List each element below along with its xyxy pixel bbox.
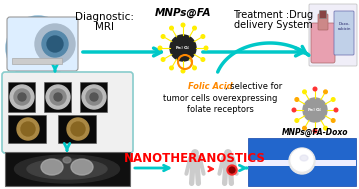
- Text: tumor cells overexpressing: tumor cells overexpressing: [163, 94, 277, 103]
- Circle shape: [324, 90, 327, 94]
- Circle shape: [334, 108, 338, 112]
- FancyBboxPatch shape: [44, 82, 71, 112]
- Ellipse shape: [41, 159, 63, 175]
- Text: Diagnostic:: Diagnostic:: [75, 12, 135, 22]
- Circle shape: [193, 66, 196, 70]
- Text: MRI: MRI: [95, 22, 115, 32]
- Circle shape: [295, 98, 299, 101]
- Circle shape: [289, 148, 315, 174]
- Circle shape: [192, 150, 198, 156]
- Text: Folic Acid: Folic Acid: [188, 82, 233, 91]
- Circle shape: [14, 89, 30, 105]
- Circle shape: [10, 85, 34, 109]
- FancyBboxPatch shape: [8, 115, 46, 143]
- FancyBboxPatch shape: [222, 155, 234, 168]
- FancyBboxPatch shape: [334, 11, 354, 55]
- FancyBboxPatch shape: [248, 160, 356, 166]
- FancyBboxPatch shape: [8, 82, 35, 112]
- Circle shape: [170, 35, 196, 61]
- Circle shape: [331, 119, 335, 122]
- Circle shape: [18, 93, 26, 101]
- FancyBboxPatch shape: [12, 58, 62, 64]
- Circle shape: [303, 126, 306, 130]
- FancyBboxPatch shape: [5, 152, 130, 186]
- Circle shape: [21, 122, 35, 136]
- Circle shape: [204, 46, 208, 50]
- Text: MNPs@FA: MNPs@FA: [155, 8, 211, 18]
- Text: NANOTHERANOSTICS: NANOTHERANOSTICS: [124, 152, 266, 165]
- Text: , selective for: , selective for: [225, 82, 282, 91]
- Circle shape: [303, 90, 306, 94]
- Circle shape: [181, 69, 185, 73]
- Circle shape: [193, 26, 196, 30]
- FancyBboxPatch shape: [2, 72, 133, 153]
- Circle shape: [35, 24, 75, 64]
- Text: folate receptors: folate receptors: [187, 105, 253, 114]
- FancyBboxPatch shape: [80, 82, 107, 112]
- Circle shape: [46, 85, 70, 109]
- Circle shape: [170, 26, 173, 30]
- Circle shape: [291, 149, 313, 171]
- Circle shape: [86, 89, 102, 105]
- Circle shape: [170, 66, 173, 70]
- Circle shape: [303, 98, 327, 122]
- Circle shape: [47, 36, 63, 52]
- Circle shape: [161, 58, 165, 61]
- FancyBboxPatch shape: [320, 11, 326, 19]
- Circle shape: [6, 16, 70, 80]
- FancyBboxPatch shape: [309, 4, 357, 66]
- Text: MNPs@FA-Doxo: MNPs@FA-Doxo: [282, 128, 348, 137]
- Circle shape: [227, 165, 237, 175]
- Text: Fe$_3$O$_4$: Fe$_3$O$_4$: [175, 44, 191, 52]
- Circle shape: [90, 93, 98, 101]
- FancyBboxPatch shape: [7, 17, 78, 71]
- Circle shape: [82, 85, 106, 109]
- Ellipse shape: [14, 155, 120, 183]
- Circle shape: [295, 119, 299, 122]
- Ellipse shape: [63, 157, 71, 163]
- Circle shape: [67, 118, 89, 140]
- Circle shape: [331, 98, 335, 101]
- Text: Treatment :Drug: Treatment :Drug: [233, 10, 313, 20]
- Circle shape: [324, 126, 327, 130]
- Circle shape: [42, 31, 68, 57]
- Circle shape: [50, 89, 66, 105]
- Circle shape: [54, 93, 62, 101]
- FancyBboxPatch shape: [58, 115, 96, 143]
- Circle shape: [292, 108, 296, 112]
- Text: Fe$_3$O$_4$: Fe$_3$O$_4$: [307, 106, 323, 114]
- Circle shape: [161, 35, 165, 38]
- Circle shape: [313, 87, 317, 91]
- Circle shape: [225, 150, 231, 156]
- FancyBboxPatch shape: [311, 23, 335, 63]
- Circle shape: [201, 35, 205, 38]
- Circle shape: [229, 167, 235, 173]
- Ellipse shape: [71, 159, 93, 175]
- Circle shape: [313, 129, 317, 133]
- FancyBboxPatch shape: [318, 14, 328, 30]
- Text: Doxo-
rubicin: Doxo- rubicin: [337, 22, 351, 31]
- Circle shape: [181, 23, 185, 27]
- Circle shape: [201, 58, 205, 61]
- Circle shape: [71, 122, 85, 136]
- Ellipse shape: [27, 159, 107, 179]
- Text: delivery System: delivery System: [234, 20, 312, 30]
- FancyBboxPatch shape: [248, 138, 356, 186]
- FancyBboxPatch shape: [189, 155, 201, 168]
- Circle shape: [158, 46, 162, 50]
- Ellipse shape: [300, 155, 308, 161]
- Circle shape: [17, 118, 39, 140]
